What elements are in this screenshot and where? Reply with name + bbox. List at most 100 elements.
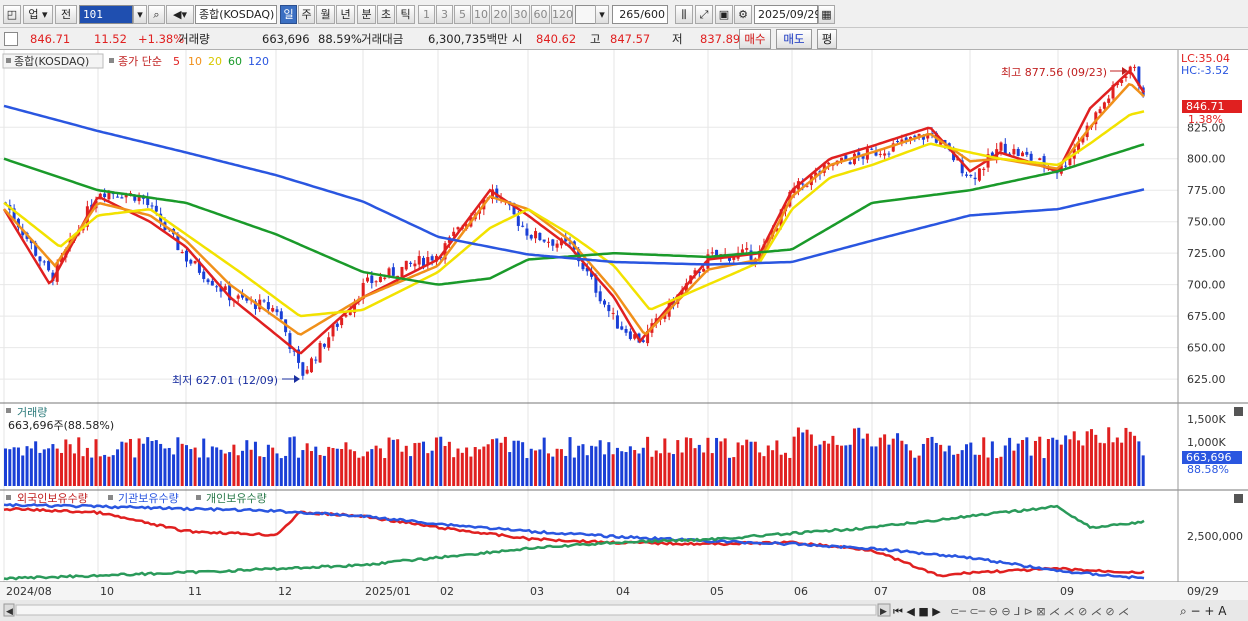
period-day[interactable]: 일 — [280, 5, 297, 24]
code-input[interactable]: 101 — [79, 5, 133, 24]
chart-area[interactable]: 종합(KOSDAQ) 종가 단순 5 10 20 60 120 최고 877.5… — [0, 50, 1248, 621]
prev-button[interactable]: 전 — [55, 5, 77, 24]
candle-body — [404, 260, 408, 270]
drawing-tools[interactable]: ⊂─ ⊂─ ⊖ ⊖ ⅃ ⊳ ⊠ ⋌ ⋌ ⊘ ⋌ ⊘ ⋌ — [950, 605, 1129, 618]
scroll-right-button[interactable] — [877, 603, 891, 617]
calendar-icon[interactable]: ▦ — [818, 5, 835, 24]
volume-bar — [426, 453, 430, 486]
holding-close-icon[interactable] — [1234, 494, 1243, 503]
sell-button[interactable]: 매도 — [776, 29, 812, 49]
interval-120[interactable]: 120 — [551, 5, 573, 24]
low-label: 저 — [672, 32, 683, 46]
volume-bar — [753, 441, 757, 486]
search-icon[interactable]: ⌕ — [148, 5, 165, 24]
volume-bar — [103, 454, 107, 486]
candle-body — [409, 262, 413, 264]
period-year[interactable]: 년 — [336, 5, 355, 24]
interval-20[interactable]: 20 — [491, 5, 510, 24]
volume-bar — [133, 457, 137, 486]
volume-close-icon[interactable] — [1234, 407, 1243, 416]
volume-bar — [831, 435, 835, 486]
count-field[interactable]: 265/600 — [612, 5, 668, 24]
period-second[interactable]: 초 — [377, 5, 395, 24]
market-label: 업 — [28, 8, 39, 21]
period-minute[interactable]: 분 — [357, 5, 376, 24]
candle-body — [1038, 158, 1042, 161]
candle-body — [921, 135, 925, 140]
scroll-left-button[interactable] — [3, 603, 15, 617]
svg-text:◀: ◀ — [6, 607, 13, 617]
interval-1[interactable]: 1 — [418, 5, 435, 24]
nav-buttons[interactable]: ⏮ ◀ ■ ▶ — [893, 605, 941, 618]
speaker-icon[interactable]: ◀▾ — [166, 5, 194, 24]
candle-body — [1008, 153, 1012, 155]
volume-bar — [374, 445, 378, 486]
volume-bar — [788, 457, 792, 486]
interval-30[interactable]: 30 — [511, 5, 530, 24]
interval-5[interactable]: 5 — [454, 5, 471, 24]
candle-body — [189, 259, 193, 264]
interval-10[interactable]: 10 — [472, 5, 490, 24]
volume-bar — [900, 440, 904, 486]
candle-body — [262, 300, 266, 302]
period-month[interactable]: 월 — [316, 5, 335, 24]
volume-bar — [387, 437, 391, 486]
candle-body — [34, 242, 38, 256]
interval-3[interactable]: 3 — [436, 5, 453, 24]
market-dropdown[interactable]: 업 ▾ — [23, 5, 53, 24]
candle-body — [150, 205, 154, 207]
legend-ma10: 10 — [188, 55, 202, 68]
volume-bar — [641, 447, 645, 486]
volume-bar — [391, 439, 395, 486]
volume-bar — [775, 440, 779, 486]
volume-bar — [85, 447, 89, 486]
trend-tool-icon[interactable]: ⤢ — [695, 5, 713, 24]
volume-bar — [1012, 450, 1016, 486]
legend-ma-label: 종가 단순 — [118, 55, 162, 68]
current-price: 846.71 — [30, 32, 71, 46]
code-dropdown-icon[interactable]: ▾ — [133, 5, 147, 24]
zoom-icons[interactable]: ⌕ − + A — [1180, 604, 1227, 618]
volume-bar — [904, 444, 908, 486]
candle-body — [960, 160, 964, 174]
volume-bar — [667, 452, 671, 486]
price-y-axis: 825.00 800.00 775.00 750.00 725.00 700.00 675.… — [1187, 121, 1226, 386]
candle-body — [615, 315, 619, 329]
price-change: 11.52 — [94, 32, 127, 46]
candle-body — [1012, 148, 1016, 155]
save-icon[interactable]: ▣ — [715, 5, 733, 24]
candle-body — [193, 261, 197, 264]
candle-body — [236, 295, 240, 299]
period-tick[interactable]: 틱 — [396, 5, 415, 24]
volume-bar — [684, 437, 688, 486]
ma-line-120 — [3, 104, 1145, 266]
candle-type-icon[interactable]: ⫼ — [675, 5, 693, 24]
avg-button[interactable]: 평 — [817, 29, 837, 49]
volume-bar — [801, 432, 805, 486]
candle-body — [1128, 66, 1132, 75]
price-y-tick: 800.00 — [1187, 153, 1226, 166]
window-icon[interactable]: ◰ — [3, 5, 21, 24]
volume-bar — [430, 450, 434, 486]
period-week[interactable]: 주 — [298, 5, 315, 24]
volume-bar — [844, 445, 848, 486]
buy-button[interactable]: 매수 — [739, 29, 771, 49]
volume-bar — [1077, 440, 1081, 486]
volume-bar — [827, 443, 831, 486]
scrollbar-track[interactable] — [15, 604, 877, 616]
amount-label: 거래대금 — [361, 32, 404, 46]
quote-checkbox[interactable] — [4, 32, 18, 46]
volume-bar — [258, 456, 262, 486]
gear-icon[interactable]: ⚙ — [734, 5, 752, 24]
date-field[interactable]: 2025/09/29 — [754, 5, 821, 24]
volume-bar — [154, 440, 158, 486]
interval-dropdown-icon[interactable]: ▾ — [595, 5, 609, 24]
volume-bar — [478, 449, 482, 486]
candle-body — [999, 142, 1003, 151]
volume-bar — [572, 457, 576, 486]
volume-bar — [34, 441, 38, 486]
volume-bar — [659, 453, 663, 486]
interval-60[interactable]: 60 — [531, 5, 550, 24]
candle-body — [702, 268, 706, 272]
candle-body — [542, 239, 546, 242]
